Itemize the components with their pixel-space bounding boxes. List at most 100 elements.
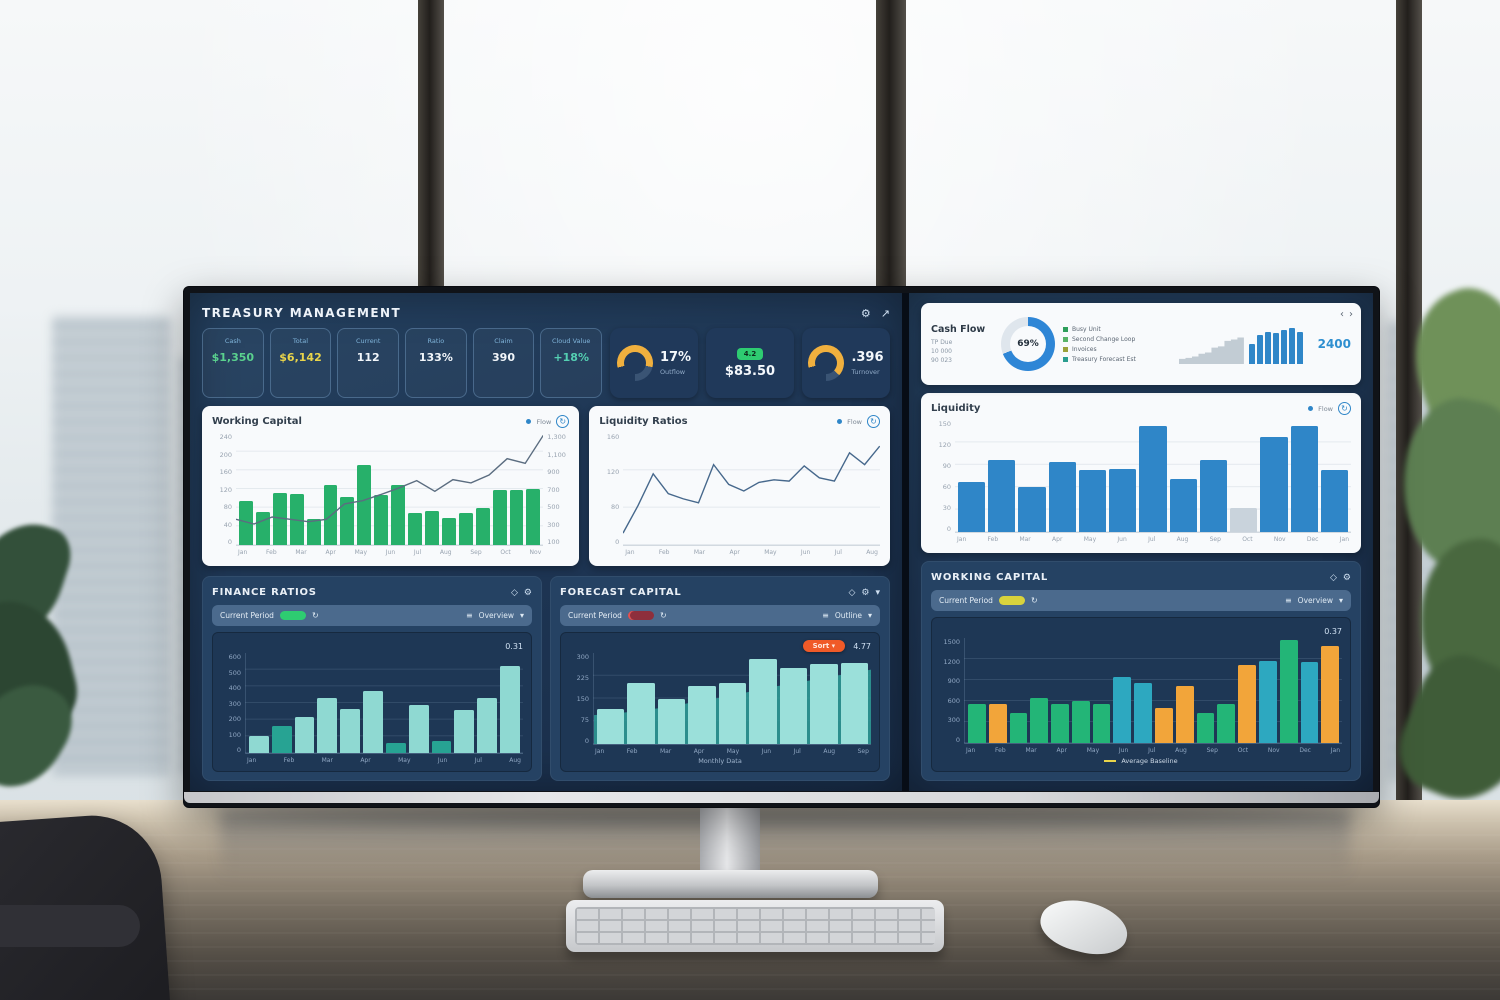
kpi-label: Claim	[494, 337, 513, 345]
bar	[1320, 469, 1349, 532]
x-label: Feb	[626, 747, 638, 755]
legend-dot	[837, 419, 843, 424]
gear-icon[interactable]: ⚙	[860, 306, 871, 320]
kpi-chip-claim[interactable]: Claim 390	[472, 328, 535, 398]
cash-flow-line: 90 023	[931, 357, 952, 364]
kpi-label: Cloud Value	[551, 337, 591, 345]
gauge-card-outflow[interactable]: 17% Outflow	[610, 328, 698, 398]
y-tick: 1500	[943, 638, 960, 646]
y-tick: 80	[223, 503, 232, 511]
kpi-chip-cash[interactable]: Cash $1,350	[202, 328, 264, 398]
kpi-label: Cash	[224, 337, 241, 345]
toolbar-label: Current Period	[939, 596, 993, 605]
step-sparkline	[1179, 330, 1244, 364]
bar	[306, 519, 321, 545]
period-pill[interactable]	[627, 611, 654, 620]
toolbar: Current Period ↻ ≡ Overview ▾	[931, 590, 1351, 611]
gauge-card-amount[interactable]: 4.2 $83.50	[706, 328, 794, 398]
refresh-icon[interactable]: ↻	[659, 611, 667, 620]
send-icon[interactable]: ↗	[880, 306, 890, 320]
bar	[391, 485, 406, 545]
caret-down-icon[interactable]: ▾	[1338, 596, 1343, 605]
y-tick: 225	[576, 674, 589, 682]
legend-label: Flow	[536, 417, 552, 426]
panel-liquidity-ratios: Liquidity Ratios Flow ↻ 160 120 80 0 Jan Feb M…	[589, 406, 890, 566]
chart-panels: Working Capital Flow ↻ 240 200 160 120 80 40 0…	[202, 406, 890, 566]
legend-swatch	[1063, 356, 1068, 362]
gauge-cards: 17% Outflow 4.2 $83.50 .396	[610, 328, 890, 398]
refresh-icon[interactable]: ↻	[1338, 402, 1351, 415]
x-label: Mar	[1019, 535, 1031, 543]
caret-down-icon[interactable]: ▾	[867, 611, 872, 620]
cash-flow-line: TP Due	[931, 339, 953, 346]
menu-icon[interactable]: ≡	[822, 611, 829, 620]
bar	[1238, 664, 1256, 743]
menu-icon[interactable]: ≡	[465, 611, 473, 620]
panel-liquidity: Liquidity Flow ↻ 150 120 90 60 30 0 Jan Feb Mar A…	[921, 393, 1361, 553]
diamond-icon[interactable]: ◇	[848, 587, 856, 598]
bar	[492, 489, 507, 545]
overview-dropdown[interactable]: Overview	[1297, 596, 1333, 605]
caret-down-icon[interactable]: ▾	[519, 611, 524, 620]
bar	[688, 686, 716, 744]
refresh-icon[interactable]: ↻	[867, 415, 880, 428]
kpi-chip-total[interactable]: Total $6,142	[269, 328, 332, 398]
bar	[1134, 683, 1153, 743]
chevron-left-icon[interactable]: ‹	[1340, 309, 1344, 320]
outline-dropdown[interactable]: Outline	[834, 611, 862, 620]
kpi-chip-cloud-value[interactable]: Cloud Value +18%	[540, 328, 603, 398]
panel-working-capital: Working Capital Flow ↻ 240 200 160 120 80 40 0…	[202, 406, 580, 566]
gear-icon[interactable]: ⚙	[523, 587, 532, 598]
bar	[988, 460, 1016, 532]
diamond-icon[interactable]: ◇	[1330, 572, 1337, 583]
bar	[749, 659, 777, 744]
bar	[1217, 704, 1236, 743]
panel-title: Working Capital	[212, 416, 302, 427]
y-tick: 600	[947, 696, 960, 705]
x-label: Jul	[834, 548, 842, 556]
bar-series	[594, 653, 871, 744]
bar	[1009, 712, 1028, 743]
period-pill[interactable]	[998, 596, 1025, 605]
kpi-chip-ratio[interactable]: Ratio 133%	[405, 328, 467, 398]
y-axis-right: 1,300 1,100 900 700 500 300 100	[543, 433, 569, 558]
legend-swatch	[1063, 346, 1068, 352]
bar	[1139, 426, 1167, 532]
gear-icon[interactable]: ⚙	[1342, 572, 1351, 583]
x-axis: Jan Feb Mar Apr May Jun Jul Aug Sep	[593, 745, 871, 757]
gear-icon[interactable]: ⚙	[861, 587, 870, 598]
overview-dropdown[interactable]: Overview	[478, 611, 514, 620]
y-axis: 1500 1200 900 600 300 0	[940, 638, 964, 756]
caret-down-icon[interactable]: ▾	[875, 587, 880, 598]
gauge-card-turnover[interactable]: .396 Turnover	[802, 328, 890, 398]
panel-forecast-capital: FORECAST CAPITAL ◇ ⚙ ▾ Current Period	[550, 576, 890, 781]
legend-label: Average Baseline	[1121, 757, 1178, 765]
panel-title: Liquidity	[931, 403, 981, 414]
x-label: May	[726, 747, 740, 755]
x-label: Jan	[595, 747, 605, 755]
dashboard-screen: TREASURY MANAGEMENT ⚙ ↗ Cash $1,350 Tota…	[190, 293, 1373, 791]
chart-value: 4.77	[853, 641, 871, 651]
kpi-chip-current[interactable]: Current 112	[337, 328, 400, 398]
bar	[255, 512, 270, 545]
y-tick: 300	[947, 716, 960, 725]
x-label: Sep	[470, 548, 482, 556]
y-tick: 300	[576, 653, 589, 661]
bar	[1175, 685, 1194, 743]
menu-icon[interactable]: ≡	[1284, 596, 1292, 605]
bar	[1321, 645, 1340, 743]
diamond-icon[interactable]: ◇	[511, 587, 518, 598]
panel-title: Liquidity Ratios	[599, 416, 688, 427]
bar	[1258, 661, 1277, 743]
bar	[441, 517, 456, 545]
sort-button[interactable]: Sort ▾	[802, 640, 846, 652]
refresh-icon[interactable]: ↻	[311, 611, 319, 620]
chevron-right-icon[interactable]: ›	[1349, 309, 1353, 320]
period-pill[interactable]	[279, 611, 306, 620]
refresh-icon[interactable]: ↻	[556, 415, 570, 428]
refresh-icon[interactable]: ↻	[1030, 596, 1038, 605]
bar-series	[236, 433, 543, 545]
plot	[593, 653, 871, 745]
bar	[627, 683, 655, 744]
